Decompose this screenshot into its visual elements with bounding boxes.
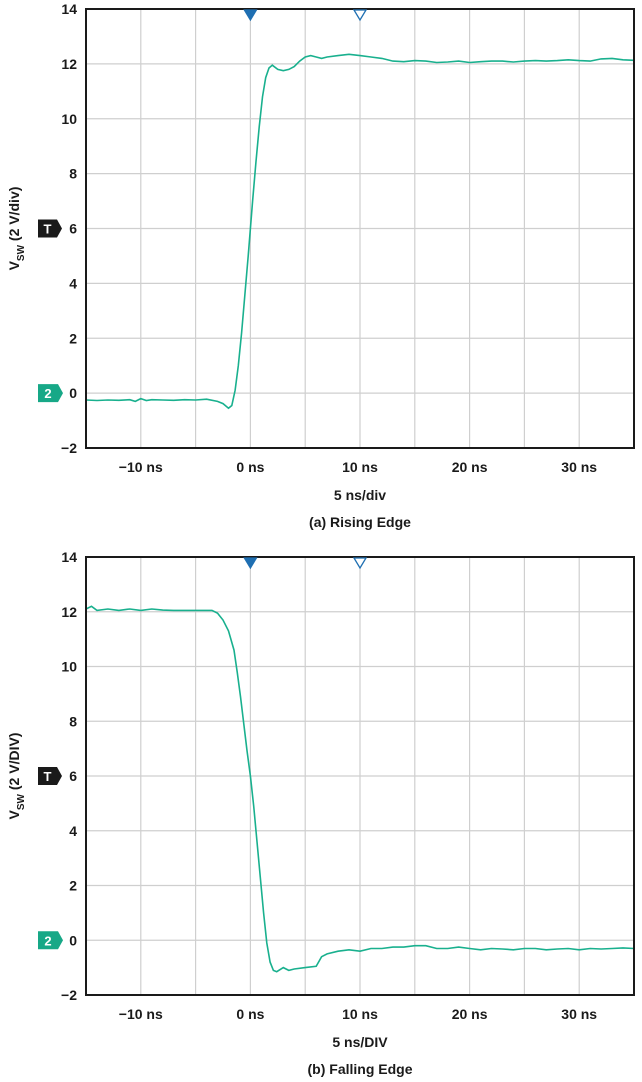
y-tick-label: 12: [61, 604, 77, 620]
x-tick-labels: −10 ns 0 ns 10 ns 20 ns 30 ns: [119, 1006, 597, 1022]
x-tick-label: 10 ns: [342, 459, 378, 475]
trigger-position-marker: [243, 557, 258, 570]
x-tick-label: 20 ns: [452, 459, 488, 475]
trigger-time-markers: [243, 557, 368, 570]
rising-edge-trace: [85, 53, 635, 410]
y-tick-label: 0: [69, 385, 77, 401]
grid: [86, 9, 634, 448]
x-tick-label: −10 ns: [119, 1006, 163, 1022]
trigger-level-marker: T: [38, 767, 62, 785]
y-axis-label: VSW (2 V/div): [6, 187, 27, 271]
plot-frame: [85, 8, 635, 449]
y-tick-label: 12: [61, 56, 77, 72]
x-tick-label: 10 ns: [342, 1006, 378, 1022]
panel-caption: (a) Rising Edge: [309, 514, 411, 530]
y-axis-label-rest: (2 V/div): [6, 187, 22, 245]
y-axis-label-main: V: [6, 260, 22, 270]
x-axis-label: 5 ns/div: [334, 487, 386, 503]
x-tick-label: 30 ns: [561, 1006, 597, 1022]
grid: [86, 557, 634, 995]
y-tick-labels: −2 0 2 4 6 8 10 12 14: [61, 549, 77, 1003]
x-tick-labels: −10 ns 0 ns 10 ns 20 ns 30 ns: [119, 459, 597, 475]
x-tick-label: 0 ns: [236, 459, 264, 475]
reference-position-marker: [352, 9, 368, 22]
channel-marker: 2: [38, 384, 63, 403]
panel-caption: (b) Falling Edge: [308, 1061, 413, 1077]
y-tick-label: 10: [61, 659, 77, 675]
y-tick-label: 8: [69, 166, 77, 182]
y-tick-label: 8: [69, 713, 77, 729]
y-tick-label: −2: [61, 440, 77, 456]
y-axis-label-subscript: SW: [16, 793, 27, 810]
channel-marker-box: [38, 931, 63, 950]
x-tick-label: 20 ns: [452, 1006, 488, 1022]
y-axis-label-rest: (2 V/DIV): [6, 733, 22, 794]
y-tick-label: 2: [69, 330, 77, 346]
trigger-level-marker: T: [38, 219, 62, 238]
y-tick-label: 10: [61, 111, 77, 127]
y-axis-label-main: V: [6, 809, 22, 819]
falling-edge-trace: [85, 605, 635, 973]
channel-marker-label: 2: [44, 386, 51, 401]
trigger-level-marker-label: T: [44, 769, 52, 784]
y-tick-label: 2: [69, 878, 77, 894]
trigger-level-marker-label: T: [44, 222, 52, 237]
y-axis-label: VSW (2 V/DIV): [6, 733, 27, 820]
channel-marker-label: 2: [44, 933, 51, 948]
y-tick-label: 4: [69, 823, 77, 839]
y-tick-label: 6: [69, 768, 77, 784]
channel-marker: 2: [38, 931, 63, 950]
y-axis-label-subscript: SW: [16, 244, 27, 261]
y-tick-labels: −2 0 2 4 6 8 10 12 14: [61, 1, 77, 456]
plot-frame: [85, 556, 635, 996]
x-tick-label: 30 ns: [561, 459, 597, 475]
trigger-level-marker-box: [38, 767, 62, 785]
x-axis-label: 5 ns/DIV: [332, 1034, 388, 1050]
trigger-level-marker-box: [38, 219, 62, 238]
trigger-time-markers: [243, 9, 368, 22]
y-tick-label: −2: [61, 987, 77, 1003]
x-tick-label: 0 ns: [236, 1006, 264, 1022]
y-tick-label: 4: [69, 275, 77, 291]
reference-position-marker: [352, 557, 368, 570]
y-tick-label: 0: [69, 932, 77, 948]
trigger-position-marker: [243, 9, 258, 22]
y-tick-label: 14: [61, 549, 77, 565]
channel-marker-box: [38, 384, 63, 403]
x-tick-label: −10 ns: [119, 459, 163, 475]
y-tick-label: 6: [69, 221, 77, 237]
y-tick-label: 14: [61, 1, 77, 17]
